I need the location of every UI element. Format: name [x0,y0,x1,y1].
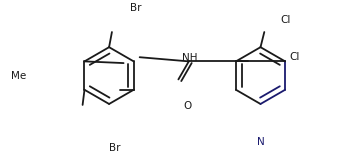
Text: O: O [183,101,191,111]
Text: N: N [257,137,264,147]
Text: Me: Me [12,71,27,81]
Text: Cl: Cl [280,15,291,25]
Text: Cl: Cl [290,52,300,62]
Text: Br: Br [130,3,142,13]
Text: Br: Br [109,143,120,153]
Text: NH: NH [183,53,198,63]
